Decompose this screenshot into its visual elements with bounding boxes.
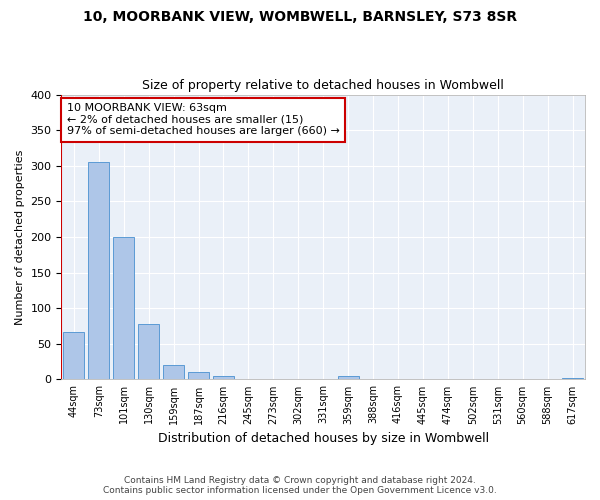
Bar	[462, 378, 484, 380]
Bar	[487, 378, 508, 380]
Bar	[313, 378, 334, 380]
Bar	[263, 378, 284, 380]
Bar	[63, 332, 85, 380]
Bar	[163, 365, 184, 380]
Bar	[113, 237, 134, 380]
Bar	[88, 162, 109, 380]
Y-axis label: Number of detached properties: Number of detached properties	[15, 150, 25, 324]
Bar	[287, 378, 309, 380]
Bar	[562, 378, 583, 380]
Text: 10 MOORBANK VIEW: 63sqm
← 2% of detached houses are smaller (15)
97% of semi-det: 10 MOORBANK VIEW: 63sqm ← 2% of detached…	[67, 103, 340, 136]
Bar	[512, 378, 533, 380]
Title: Size of property relative to detached houses in Wombwell: Size of property relative to detached ho…	[142, 79, 504, 92]
Bar	[213, 376, 234, 380]
Text: Contains HM Land Registry data © Crown copyright and database right 2024.
Contai: Contains HM Land Registry data © Crown c…	[103, 476, 497, 495]
Bar	[338, 376, 359, 380]
Bar	[437, 378, 458, 380]
Bar	[238, 378, 259, 380]
Text: 10, MOORBANK VIEW, WOMBWELL, BARNSLEY, S73 8SR: 10, MOORBANK VIEW, WOMBWELL, BARNSLEY, S…	[83, 10, 517, 24]
Bar	[388, 378, 409, 380]
Bar	[362, 378, 383, 380]
Bar	[412, 378, 434, 380]
X-axis label: Distribution of detached houses by size in Wombwell: Distribution of detached houses by size …	[158, 432, 489, 445]
Bar	[188, 372, 209, 380]
Bar	[138, 324, 159, 380]
Bar	[537, 378, 558, 380]
